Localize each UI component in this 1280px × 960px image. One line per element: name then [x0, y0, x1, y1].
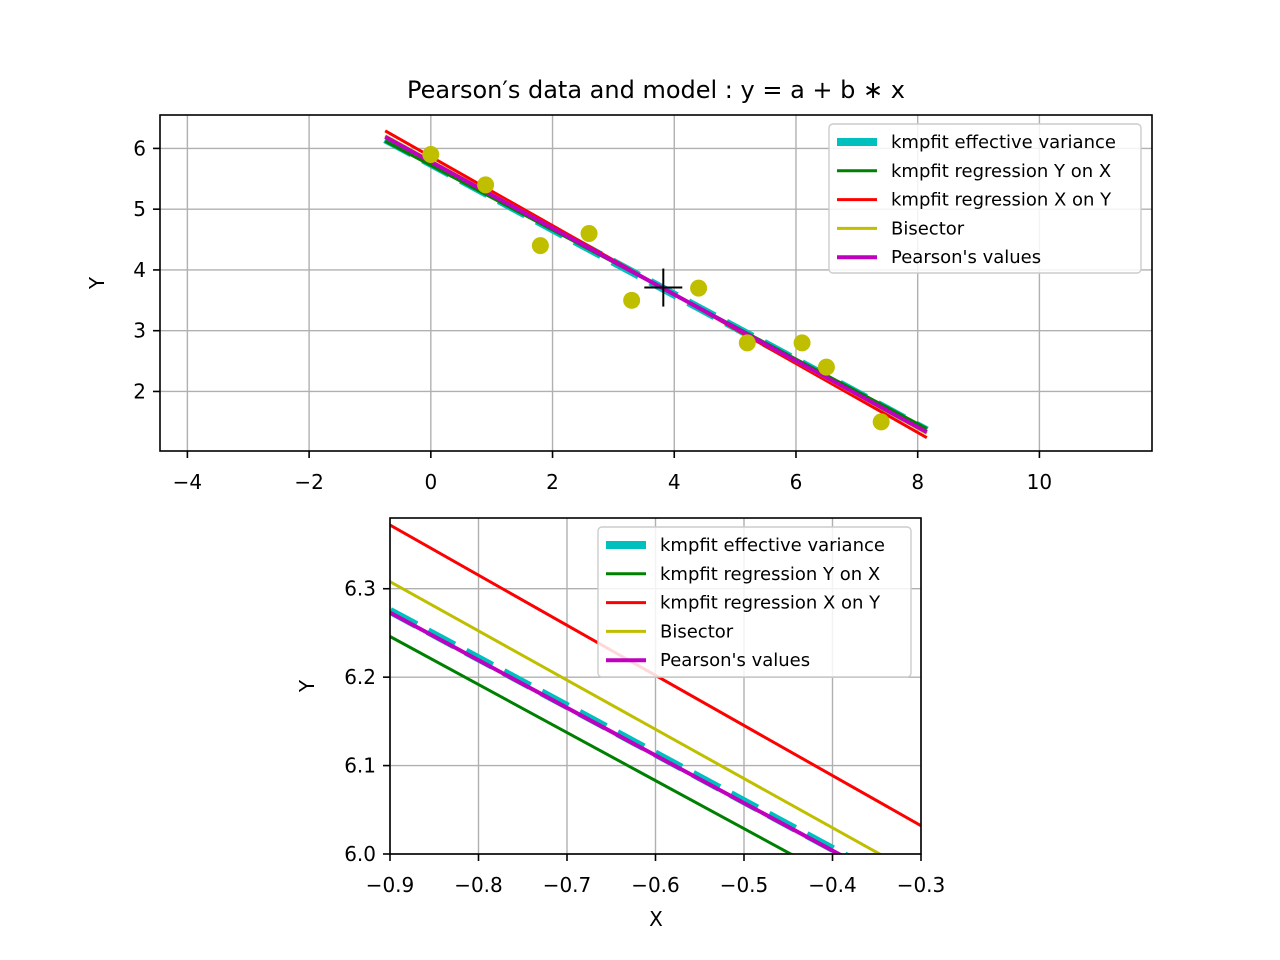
legend-frame — [828, 123, 1142, 274]
top-plot-frame — [159, 114, 1153, 452]
y-tick-label: 6 — [133, 136, 146, 160]
x-tick-label: −0.3 — [897, 873, 946, 897]
centroid-marker — [644, 268, 683, 307]
x-tick-label: −0.8 — [454, 873, 503, 897]
data-point — [738, 334, 756, 352]
data-point — [793, 334, 811, 352]
series-line — [390, 635, 794, 854]
y-tick-label: 6.2 — [344, 665, 376, 689]
data-point — [690, 279, 708, 297]
x-tick-label: 0 — [424, 470, 437, 494]
data-point — [872, 413, 890, 431]
data-point — [531, 237, 549, 255]
x-tick-label: −4 — [173, 470, 202, 494]
legend-frame — [597, 526, 912, 678]
data-point — [477, 176, 495, 194]
x-tick-label: 4 — [668, 470, 681, 494]
top-plot-series — [383, 129, 929, 439]
x-tick-label: 2 — [546, 470, 559, 494]
y-tick-label: 3 — [133, 319, 146, 343]
bottom-plot-x-ticks: −0.9 −0.8 −0.7 −0.6 −0.5 −0.4 −0.3 — [366, 854, 946, 897]
x-tick-label: −0.6 — [631, 873, 680, 897]
x-tick-label: 6 — [790, 470, 803, 494]
top-plot-y-ticks: 2 3 4 5 6 — [133, 136, 160, 403]
legend-entry: kmpfit regression X on Y — [660, 593, 881, 614]
legend-entry: Pearson's values — [891, 247, 1041, 268]
x-tick-label: −0.4 — [808, 873, 857, 897]
data-point — [817, 358, 835, 376]
legend-entry: Pearson's values — [660, 650, 810, 671]
data-point — [580, 224, 598, 242]
top-plot-x-ticks: −4 −2 0 2 4 6 8 10 — [173, 451, 1052, 494]
y-tick-label: 4 — [133, 258, 146, 282]
y-tick-label: 6.0 — [344, 842, 376, 866]
y-tick-label: 2 — [133, 379, 146, 403]
top-plot-y-axis-label: Y — [85, 276, 109, 290]
legend-entry: kmpfit regression Y on X — [891, 161, 1111, 182]
x-tick-label: −2 — [294, 470, 323, 494]
x-tick-label: 8 — [911, 470, 924, 494]
x-tick-label: −0.9 — [366, 873, 415, 897]
y-tick-label: 6.1 — [344, 754, 376, 778]
series-line — [390, 610, 844, 854]
bottom-plot: −0.9 −0.8 −0.7 −0.6 −0.5 −0.4 −0.3 6.06.16.26.… — [295, 517, 946, 931]
bottom-plot-y-axis-label: Y — [295, 679, 319, 693]
bottom-plot-y-ticks: 6.0 6.1 6.2 6.3 — [344, 577, 390, 866]
top-plot-grid — [160, 115, 1152, 451]
top-plot-legend: kmpfit effective variance kmpfit regressi… — [828, 123, 1142, 274]
top-plot-title: Pearson′s data and model : y = a + b ∗ x — [407, 76, 905, 104]
data-point — [422, 145, 440, 163]
series-line — [390, 580, 883, 854]
y-tick-label: 6.3 — [344, 577, 376, 601]
legend-entry: kmpfit effective variance — [660, 535, 885, 556]
series-line — [384, 135, 928, 434]
top-plot-scatter — [422, 145, 890, 431]
x-tick-label: 10 — [1027, 470, 1052, 494]
legend-entry: kmpfit regression Y on X — [660, 564, 880, 585]
legend-entry: kmpfit effective variance — [891, 132, 1116, 153]
data-point — [623, 291, 641, 309]
bottom-plot-legend: kmpfit effective variance kmpfit regressi… — [597, 526, 912, 678]
x-tick-label: −0.5 — [720, 873, 769, 897]
legend-entry: Bisector — [891, 218, 965, 239]
legend-entry: Bisector — [660, 621, 734, 642]
y-tick-label: 5 — [133, 197, 146, 221]
x-tick-label: −0.7 — [543, 873, 592, 897]
legend-entry: kmpfit regression X on Y — [891, 190, 1112, 211]
bottom-plot-x-axis-label: X — [649, 907, 663, 931]
top-plot: Pearson′s data and model : y = a + b ∗ x… — [85, 76, 1153, 494]
